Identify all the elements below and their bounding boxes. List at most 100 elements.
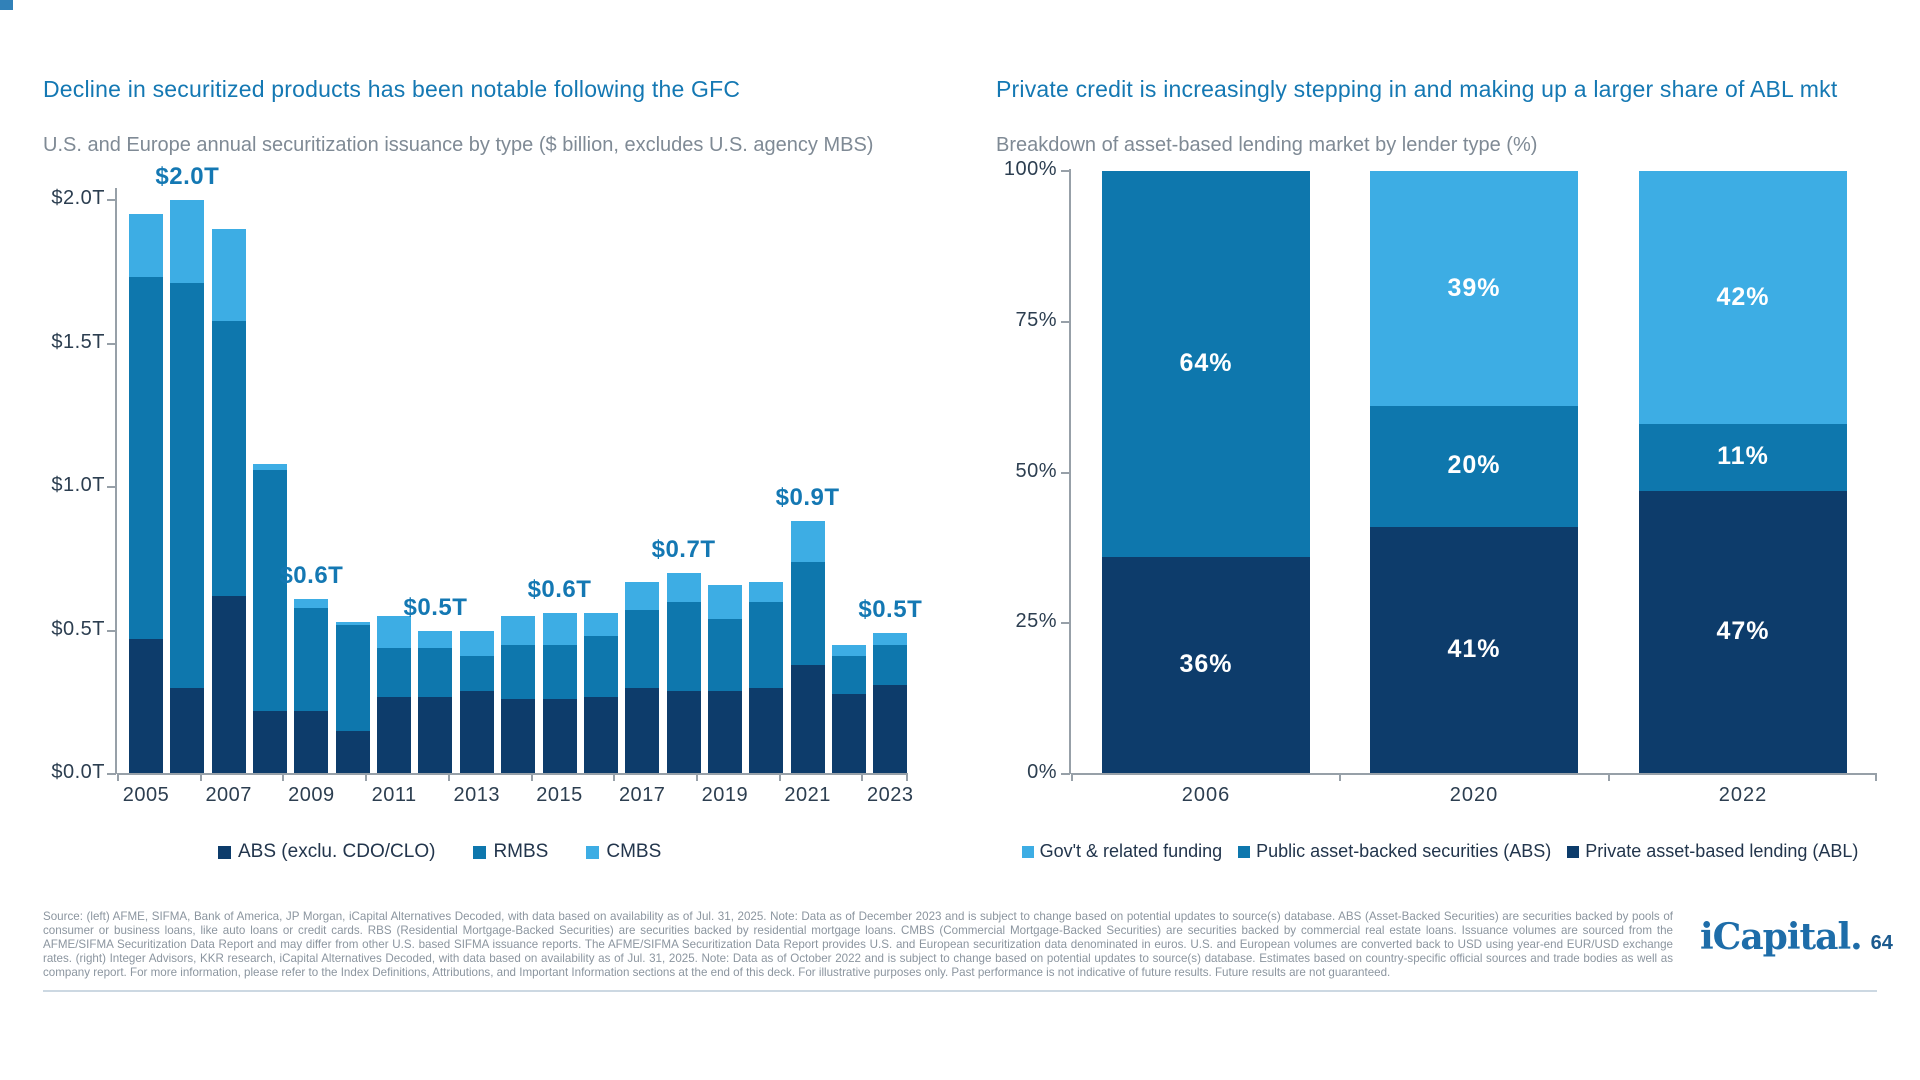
right-legend-swatch <box>1238 845 1251 858</box>
left-x-label: 2023 <box>867 784 914 806</box>
bar-segment-2009 <box>294 598 329 608</box>
left-x-label: 2019 <box>701 784 749 806</box>
bar-segment-2005 <box>129 277 163 640</box>
bar-segment-2023 <box>873 644 908 686</box>
left-x-tick <box>365 775 368 781</box>
bar-segment-2016 <box>583 636 618 697</box>
bar-segment-2013 <box>459 690 494 774</box>
right-x-tick <box>1608 775 1610 781</box>
left-y-tick <box>107 199 116 201</box>
right-chart-legend: Gov't & related funding Public asset-back… <box>990 841 1890 862</box>
bar-callout-2021: $0.9T <box>775 484 840 512</box>
right-y-tick <box>1061 622 1070 625</box>
left-x-label: 2013 <box>453 784 501 806</box>
left-y-tick <box>107 629 116 632</box>
left-y-tick <box>107 342 116 345</box>
stack-segment-label-2006: 64% <box>1179 348 1233 377</box>
left-y-tick-label: $0.5T <box>51 617 105 640</box>
right-x-label: 2006 <box>1181 784 1231 806</box>
stack-segment-2020 <box>1370 406 1578 527</box>
left-x-tick <box>778 775 781 781</box>
bar-segment-2018 <box>666 601 701 691</box>
stack-segment-2006 <box>1102 171 1310 557</box>
right-y-tick <box>1061 170 1070 172</box>
left-legend-label: CMBS <box>606 841 662 862</box>
bar-segment-2021 <box>790 521 825 562</box>
stack-segment-2022 <box>1639 424 1847 491</box>
bar-segment-2008 <box>253 469 288 711</box>
left-x-label: 2021 <box>784 784 831 806</box>
bar-segment-2006 <box>170 283 205 688</box>
bar-callout-2023: $0.5T <box>858 596 923 624</box>
stack-segment-label-2006: 36% <box>1179 650 1233 679</box>
bar-callout-2018: $0.7T <box>651 536 716 564</box>
right-x-label: 2022 <box>1718 784 1768 806</box>
right-x-tick <box>1339 775 1341 781</box>
stack-segment-2022 <box>1639 171 1847 425</box>
bar-segment-2005 <box>129 639 163 774</box>
right-legend-item: Private asset-based lending (ABL) <box>1567 841 1858 862</box>
right-legend-swatch <box>1567 845 1580 858</box>
bar-segment-2021 <box>790 664 825 774</box>
stack-segment-label-2020: 41% <box>1447 635 1501 664</box>
bar-segment-2011 <box>377 696 412 774</box>
stack-segment-label-2022: 11% <box>1717 442 1769 471</box>
left-legend-item: RMBS <box>473 841 548 863</box>
left-x-axis <box>117 773 908 775</box>
left-x-label: 2015 <box>536 784 583 806</box>
stack-segment-label-2022: 42% <box>1716 282 1770 311</box>
right-legend-label: Gov't & related funding <box>1039 841 1223 861</box>
bar-segment-2022 <box>831 693 866 774</box>
bar-segment-2020 <box>749 687 784 774</box>
bar-segment-2017 <box>625 687 660 774</box>
right-x-axis <box>1071 773 1877 775</box>
left-y-tick <box>107 486 116 488</box>
left-x-tick <box>530 775 533 781</box>
left-chart-legend: ABS (exclu. CDO/CLO) RMBS CMBS <box>218 841 661 863</box>
right-y-tick-label: 50% <box>1015 459 1057 482</box>
left-legend-item: ABS (exclu. CDO/CLO) <box>218 841 435 863</box>
bar-callout-2012: $0.5T <box>403 593 468 621</box>
bar-segment-2022 <box>831 644 866 657</box>
left-x-tick <box>199 775 202 781</box>
bar-segment-2016 <box>583 696 618 774</box>
left-legend-label: ABS (exclu. CDO/CLO) <box>238 841 436 862</box>
stack-segment-label-2022: 47% <box>1716 617 1770 646</box>
right-chart-subtitle: Breakdown of asset-based lending market … <box>996 134 1538 156</box>
bar-segment-2006 <box>170 200 205 284</box>
left-y-tick-label: $1.0T <box>51 474 105 496</box>
stack-segment-label-2020: 20% <box>1447 451 1501 480</box>
left-y-tick-label: $2.0T <box>51 187 105 209</box>
left-x-label: 2007 <box>205 784 252 806</box>
bar-segment-2021 <box>790 561 825 665</box>
bar-segment-2007 <box>211 228 246 321</box>
bar-segment-2023 <box>873 685 908 774</box>
bar-segment-2011 <box>377 616 412 648</box>
bar-segment-2018 <box>666 690 701 774</box>
right-y-tick <box>1061 320 1070 323</box>
left-x-tick <box>117 775 119 781</box>
bar-segment-2010 <box>335 730 370 774</box>
stack-segment-label-2020: 39% <box>1447 273 1501 302</box>
bar-segment-2009 <box>294 710 329 774</box>
left-y-tick-label: $1.5T <box>51 330 105 353</box>
bar-segment-2023 <box>873 633 908 645</box>
left-x-label: 2005 <box>122 784 170 806</box>
brand-block: iCapital. 64 <box>1700 916 1893 958</box>
bar-segment-2020 <box>749 601 784 688</box>
bar-segment-2014 <box>501 616 536 645</box>
right-y-axis <box>1069 169 1071 774</box>
stack-segment-2020 <box>1370 526 1578 774</box>
stack-segment-2006 <box>1102 556 1310 774</box>
left-chart-subtitle: U.S. and Europe annual securitization is… <box>43 134 874 156</box>
bar-segment-2020 <box>749 581 784 602</box>
bar-segment-2015 <box>542 699 577 774</box>
left-x-label: 2017 <box>618 784 666 806</box>
bar-segment-2016 <box>583 613 618 637</box>
page-number: 64 <box>1870 932 1893 954</box>
right-legend-item: Public asset-backed securities (ABS) <box>1238 841 1551 862</box>
bar-callout-2015: $0.6T <box>527 576 592 604</box>
right-y-tick-label: 100% <box>1003 158 1057 180</box>
left-legend-item: CMBS <box>586 841 661 863</box>
bar-segment-2012 <box>418 696 453 774</box>
